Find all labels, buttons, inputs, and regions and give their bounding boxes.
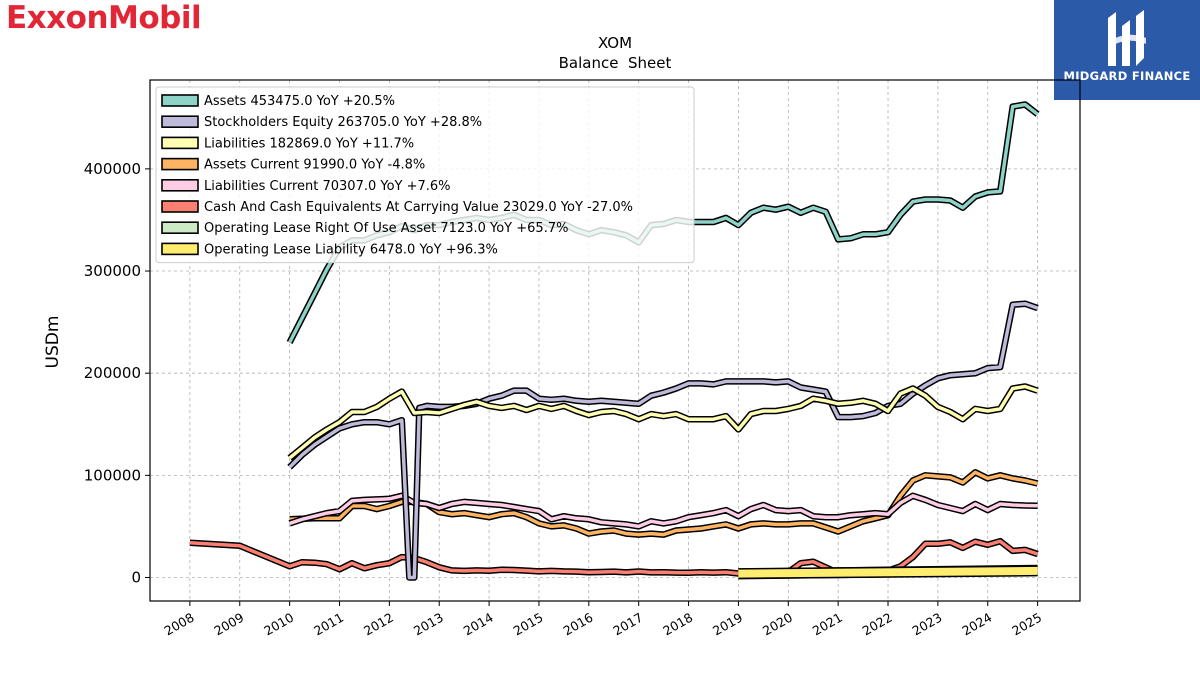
- legend-item: Operating Lease Liability 6478.0 YoY +96…: [161, 242, 498, 257]
- chart-title: XOM: [598, 34, 632, 52]
- legend-swatch: [161, 221, 199, 234]
- x-tick-label: 2020: [760, 610, 795, 639]
- legend-label: Liabilities 182869.0 YoY +11.7%: [204, 136, 414, 151]
- y-axis-label: USDm: [43, 316, 63, 369]
- series-layer: [189, 101, 1040, 581]
- midgard-finance-logo: MIDGARD FINANCE: [1054, 0, 1200, 100]
- legend-frame: [155, 86, 695, 264]
- legend-swatch: [161, 157, 199, 171]
- legend-label: Cash And Cash Equivalents At Carrying Va…: [204, 200, 633, 215]
- legend-item: Liabilities 182869.0 YoY +11.7%: [161, 136, 414, 151]
- y-tick-label: 100000: [84, 466, 141, 484]
- x-tick-label: 2019: [710, 610, 745, 639]
- legend-swatch: [161, 242, 199, 256]
- legend-label: Operating Lease Right Of Use Asset 7123.…: [204, 221, 568, 236]
- x-tick-label: 2024: [959, 610, 994, 639]
- x-tick-label: 2023: [910, 610, 945, 639]
- x-tick-label: 2014: [461, 610, 496, 639]
- x-tick-label: 2022: [860, 610, 895, 639]
- legend-label: Assets Current 91990.0 YoY -4.8%: [204, 158, 425, 173]
- series-line: [738, 566, 1038, 578]
- x-tick-label: 2011: [311, 610, 346, 639]
- legend-item: Cash And Cash Equivalents At Carrying Va…: [161, 200, 633, 215]
- x-tick-label: 2018: [660, 610, 695, 639]
- legend-label: Assets 453475.0 YoY +20.5%: [204, 94, 395, 109]
- exxonmobil-logo: ExxonMobil: [6, 0, 202, 36]
- series-operating-lease-liability: [738, 565, 1038, 580]
- series-cash-and-cash-equivalents-at-carrying-value: [189, 537, 1039, 578]
- series-stockholders-equity: [287, 300, 1039, 581]
- x-tick-label: 2015: [511, 610, 546, 639]
- legend-label: Operating Lease Liability 6478.0 YoY +96…: [204, 242, 498, 257]
- chart-subtitle: Balance Sheet: [559, 54, 672, 72]
- x-tick-label: 2021: [810, 610, 845, 639]
- series-liabilities: [287, 383, 1039, 461]
- legend-label: Liabilities Current 70307.0 YoY +7.6%: [204, 179, 451, 194]
- legend-swatch: [161, 179, 199, 192]
- x-tick-label: 2012: [361, 610, 396, 639]
- legend-item: Stockholders Equity 263705.0 YoY +28.8%: [161, 115, 482, 130]
- y-tick-label: 400000: [84, 160, 141, 178]
- legend-item: Assets Current 91990.0 YoY -4.8%: [161, 157, 425, 173]
- midgard-emblem-icon: [1108, 10, 1146, 66]
- legend: Assets 453475.0 YoY +20.5% Stockholders E…: [155, 86, 695, 264]
- x-tick-label: 2008: [162, 610, 197, 639]
- x-tick-label: 2016: [560, 610, 595, 639]
- x-tick-label: 2009: [211, 610, 246, 639]
- series-line: [189, 539, 1039, 577]
- y-tick-label: 0: [131, 569, 141, 587]
- y-tick-label: 300000: [84, 262, 141, 280]
- legend-item: Liabilities Current 70307.0 YoY +7.6%: [161, 179, 451, 194]
- legend-label: Stockholders Equity 263705.0 YoY +28.8%: [204, 115, 482, 130]
- series-line: [288, 301, 1039, 580]
- x-tick-label: 2013: [411, 610, 446, 639]
- legend-swatch: [161, 94, 199, 107]
- legend-item: Operating Lease Right Of Use Asset 7123.…: [161, 221, 568, 236]
- legend-swatch: [161, 115, 199, 128]
- plot-frame: [149, 79, 1081, 602]
- legend-swatch: [161, 136, 199, 150]
- legend-item: Assets 453475.0 YoY +20.5%: [161, 94, 395, 109]
- midgard-finance-text: MIDGARD FINANCE: [1063, 69, 1191, 83]
- x-tick-label: 2025: [1009, 610, 1044, 639]
- legend-swatch: [161, 200, 199, 213]
- x-tick-label: 2017: [610, 610, 645, 639]
- x-tick-label: 2010: [261, 610, 296, 639]
- y-tick-label: 200000: [84, 364, 141, 382]
- series-line: [288, 384, 1039, 460]
